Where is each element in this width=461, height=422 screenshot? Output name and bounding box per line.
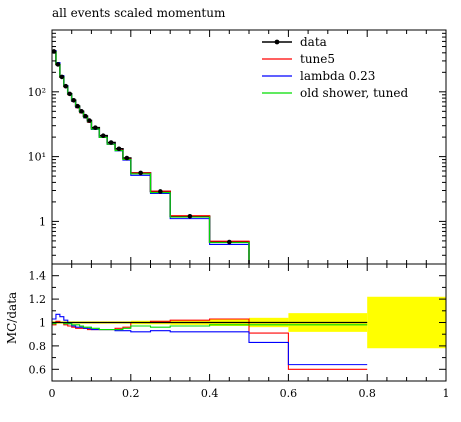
x-tick-label: 0.8: [358, 387, 376, 400]
data-point: [138, 170, 143, 176]
x-tick-label: 0.2: [122, 387, 140, 400]
main-y-tick-label: 1: [39, 215, 46, 228]
chart-title: all events scaled momentum: [52, 6, 226, 20]
data-point: [93, 125, 98, 130]
ratio-y-tick-label: 1.4: [29, 270, 47, 283]
data-point: [63, 83, 69, 89]
data-point: [116, 146, 122, 152]
ratio-y-tick-label: 1: [39, 317, 46, 330]
ratio-y-tick-label: 0.8: [29, 340, 47, 353]
x-tick-label: 0.6: [280, 387, 298, 400]
data-point: [187, 213, 193, 219]
data-point: [75, 103, 80, 109]
legend-entry-label: tune5: [300, 52, 335, 66]
legend-entry-label: lambda 0.23: [300, 69, 375, 83]
data-point: [67, 91, 73, 97]
ratio-y-axis-label: MC/data: [5, 292, 19, 344]
x-tick-label: 1: [443, 387, 450, 400]
data-point: [227, 239, 232, 245]
main-frame: [51, 29, 447, 265]
data-point: [158, 189, 163, 194]
ratio-y-tick-label: 0.6: [29, 363, 47, 376]
series-line-main-3: [52, 51, 250, 264]
ratio-y-tick-label: 1.2: [29, 293, 47, 306]
data-point: [59, 74, 65, 80]
main-panel: 1 10¹ 10²: [28, 29, 447, 265]
x-tick-label: 0: [49, 387, 56, 400]
data-point: [79, 109, 84, 114]
series-line-ratio-3: [52, 321, 368, 331]
series-line-main-2: [52, 50, 250, 264]
legend-entry-label: old shower, tuned: [300, 86, 408, 100]
legend: data tune5 lambda 0.23 old shower, tuned: [262, 35, 408, 100]
band-bin: [367, 296, 446, 349]
series-line-ratio-2: [52, 313, 368, 366]
data-point: [100, 133, 106, 139]
data-point: [87, 118, 92, 123]
x-tick-label: 0.4: [201, 387, 219, 400]
data-point: [83, 113, 88, 119]
data-point: [71, 97, 76, 103]
data-point: [108, 140, 114, 145]
data-point: [124, 155, 130, 161]
legend-marker: [274, 39, 280, 45]
main-y-tick-label: 10¹: [28, 151, 46, 164]
main-y-tick-label: 10²: [28, 86, 46, 99]
data-point: [55, 62, 61, 67]
legend-entry-label: data: [300, 35, 327, 49]
ratio-panel: 0.6 0.8 1 1.2 1.4 0 0.2 0.4 0.6 0.8 1: [29, 263, 450, 400]
